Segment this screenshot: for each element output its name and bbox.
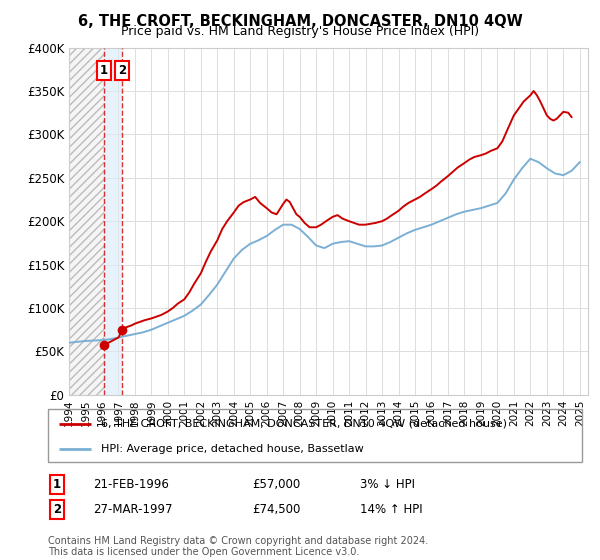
Text: 27-MAR-1997: 27-MAR-1997 [93,503,173,516]
Text: 2: 2 [53,503,61,516]
Text: 21-FEB-1996: 21-FEB-1996 [93,478,169,491]
Text: 3% ↓ HPI: 3% ↓ HPI [360,478,415,491]
Text: 1: 1 [100,64,108,77]
Text: £74,500: £74,500 [252,503,301,516]
Text: Price paid vs. HM Land Registry's House Price Index (HPI): Price paid vs. HM Land Registry's House … [121,25,479,38]
Text: Contains HM Land Registry data © Crown copyright and database right 2024.
This d: Contains HM Land Registry data © Crown c… [48,535,428,557]
Text: 6, THE CROFT, BECKINGHAM, DONCASTER, DN10 4QW: 6, THE CROFT, BECKINGHAM, DONCASTER, DN1… [77,14,523,29]
Text: 6, THE CROFT, BECKINGHAM, DONCASTER, DN10 4QW (detached house): 6, THE CROFT, BECKINGHAM, DONCASTER, DN1… [101,419,508,429]
Bar [69,48,104,395]
Bar [104,48,122,395]
Text: HPI: Average price, detached house, Bassetlaw: HPI: Average price, detached house, Bass… [101,444,364,454]
Text: £57,000: £57,000 [252,478,300,491]
Text: 14% ↑ HPI: 14% ↑ HPI [360,503,422,516]
Text: 2: 2 [118,64,127,77]
Text: 1: 1 [53,478,61,491]
